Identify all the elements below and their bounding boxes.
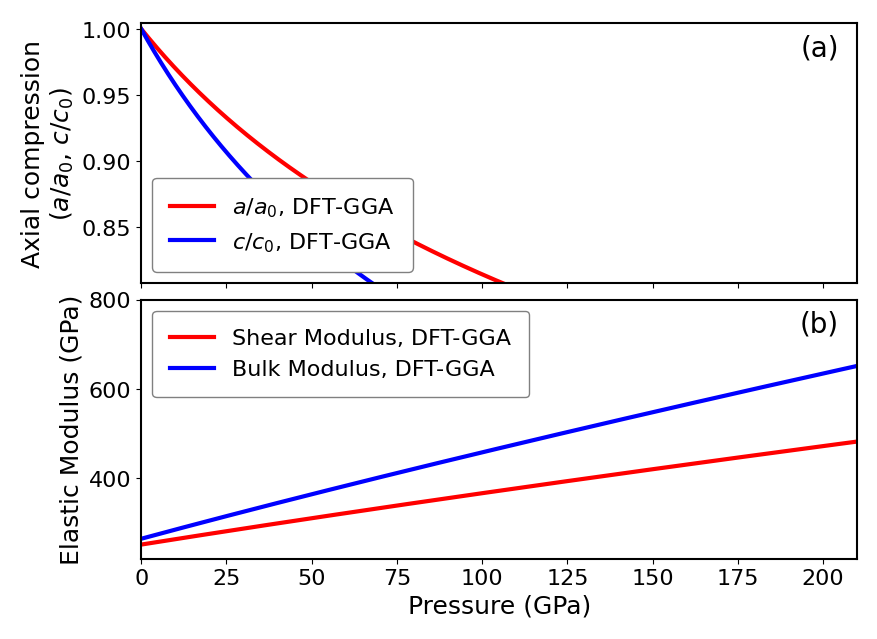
Shear Modulus, DFT-GGA <box>706 458 717 465</box>
Y-axis label: Elastic Modulus (GPa): Elastic Modulus (GPa) <box>59 295 83 565</box>
$c/c_0$, DFT-GGA <box>425 318 436 325</box>
Legend: $a/a_0$, DFT-GGA, $c/c_0$, DFT-GGA: $a/a_0$, DFT-GGA, $c/c_0$, DFT-GGA <box>152 178 412 272</box>
X-axis label: Pressure (GPa): Pressure (GPa) <box>407 594 590 618</box>
$a/a_0$, DFT-GGA <box>425 247 436 255</box>
Bulk Modulus, DFT-GGA <box>425 461 436 469</box>
Bulk Modulus, DFT-GGA <box>451 455 461 463</box>
Bulk Modulus, DFT-GGA <box>627 413 638 421</box>
$a/a_0$, DFT-GGA <box>851 392 861 399</box>
$c/c_0$, DFT-GGA <box>694 438 704 445</box>
$c/c_0$, DFT-GGA <box>706 442 717 450</box>
Shear Modulus, DFT-GGA <box>851 438 861 445</box>
Line: $c/c_0$, DFT-GGA: $c/c_0$, DFT-GGA <box>141 29 856 489</box>
$c/c_0$, DFT-GGA <box>851 486 861 493</box>
Shear Modulus, DFT-GGA <box>136 541 146 548</box>
$c/c_0$, DFT-GGA <box>627 413 638 421</box>
Bulk Modulus, DFT-GGA <box>851 362 861 370</box>
Y-axis label: Axial compression
($a/a_0$, $c/c_0$): Axial compression ($a/a_0$, $c/c_0$) <box>21 40 76 268</box>
$c/c_0$, DFT-GGA <box>451 332 461 340</box>
$a/a_0$, DFT-GGA <box>694 350 704 357</box>
$a/a_0$, DFT-GGA <box>706 353 717 361</box>
Bulk Modulus, DFT-GGA <box>706 395 717 403</box>
Text: (a): (a) <box>800 35 838 63</box>
Shear Modulus, DFT-GGA <box>627 468 638 476</box>
$a/a_0$, DFT-GGA <box>627 328 638 336</box>
$c/c_0$, DFT-GGA <box>136 26 146 33</box>
Bulk Modulus, DFT-GGA <box>209 516 219 523</box>
Text: (b): (b) <box>799 311 838 339</box>
Shear Modulus, DFT-GGA <box>425 497 436 505</box>
Shear Modulus, DFT-GGA <box>451 493 461 501</box>
Bulk Modulus, DFT-GGA <box>136 535 146 543</box>
Bulk Modulus, DFT-GGA <box>694 398 704 406</box>
Line: Shear Modulus, DFT-GGA: Shear Modulus, DFT-GGA <box>141 442 856 544</box>
$a/a_0$, DFT-GGA <box>451 259 461 267</box>
Line: Bulk Modulus, DFT-GGA: Bulk Modulus, DFT-GGA <box>141 366 856 539</box>
$a/a_0$, DFT-GGA <box>209 104 219 111</box>
Line: $a/a_0$, DFT-GGA: $a/a_0$, DFT-GGA <box>141 29 856 396</box>
$c/c_0$, DFT-GGA <box>209 134 219 142</box>
Shear Modulus, DFT-GGA <box>209 529 219 537</box>
Shear Modulus, DFT-GGA <box>694 459 704 467</box>
$a/a_0$, DFT-GGA <box>136 26 146 33</box>
Legend: Shear Modulus, DFT-GGA, Bulk Modulus, DFT-GGA: Shear Modulus, DFT-GGA, Bulk Modulus, DF… <box>152 311 529 397</box>
